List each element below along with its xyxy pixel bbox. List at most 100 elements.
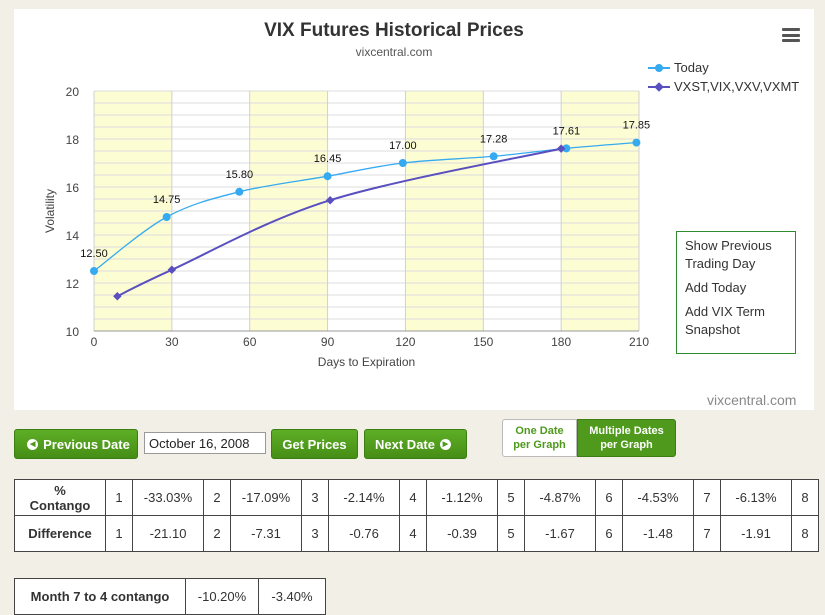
y-tick-label: 20 (66, 85, 80, 99)
option-line-2: Trading Day (685, 256, 756, 271)
month-7-to-4-value: -3.40% (258, 578, 326, 615)
data-point (489, 152, 498, 161)
difference-cell: -0.39 (426, 515, 498, 552)
month-7-to-4-row: Month 7 to 4 contango -10.20% -3.40% (14, 578, 326, 615)
data-label: 14.75 (153, 194, 181, 206)
contango-cell: -2.14% (328, 479, 400, 516)
one-date-line1: One Date (515, 425, 564, 437)
month-cell: 8 (791, 479, 819, 516)
watermark: vixcentral.com (707, 392, 797, 408)
difference-cell: -1.91 (720, 515, 792, 552)
legend-item-today[interactable]: Today (648, 58, 799, 77)
difference-cell: -0.76 (328, 515, 400, 552)
data-point (323, 172, 332, 181)
month-cell: 2 (203, 515, 231, 552)
series-line-0 (93, 141, 637, 272)
data-label: 15.80 (226, 169, 254, 181)
y-tick-label: 10 (66, 325, 80, 339)
chart-panel: VIX Futures Historical Prices vixcentral.… (14, 9, 814, 410)
y-tick-label: 12 (66, 277, 80, 291)
contango-table: % Contango 1 -33.03% 2 -17.09% 3 -2.14% … (14, 479, 819, 552)
multi-line1: Multiple Dates (589, 425, 664, 437)
row-label-line2: Contango (29, 497, 91, 513)
data-point (113, 291, 122, 301)
difference-cell: -7.31 (230, 515, 302, 552)
contango-row: % Contango 1 -33.03% 2 -17.09% 3 -2.14% … (14, 479, 819, 516)
contango-cell: -17.09% (230, 479, 302, 516)
y-tick-label: 16 (66, 181, 80, 195)
y-tick-label: 14 (66, 229, 80, 243)
difference-row: Difference 1 -21.10 2 -7.31 3 -0.76 4 -0… (14, 515, 819, 552)
row-label-difference: Difference (14, 515, 106, 552)
legend-swatch-term (648, 81, 670, 93)
one-date-per-graph-button[interactable]: One Date per Graph (502, 419, 577, 457)
contango-cell: -4.53% (622, 479, 694, 516)
one-date-line2: per Graph (513, 439, 566, 451)
data-point (398, 159, 407, 167)
graph-mode-toggle: One Date per Graph Multiple Dates per Grap… (502, 419, 676, 457)
data-label: 17.61 (553, 125, 581, 137)
data-label: 12.50 (80, 248, 108, 260)
contango-cell: -1.12% (426, 479, 498, 516)
contango-cell: -4.87% (524, 479, 596, 516)
legend-item-term[interactable]: VXST,VIX,VXV,VXMT (648, 77, 799, 96)
legend: Today VXST,VIX,VXV,VXMT (648, 58, 799, 96)
difference-cell: -1.48 (622, 515, 694, 552)
month-cell: 4 (399, 515, 427, 552)
circle-left-icon: ◀ (27, 438, 39, 450)
month-cell: 6 (595, 479, 623, 516)
data-point (632, 138, 641, 147)
chart-options-menu: Show Previous Trading Day Add Today Add … (676, 231, 796, 354)
multi-line2: per Graph (600, 439, 653, 451)
difference-cell: -1.67 (524, 515, 596, 552)
x-tick-label: 150 (473, 335, 493, 349)
month-cell: 1 (105, 479, 133, 516)
month-7-to-4-value: -10.20% (185, 578, 259, 615)
option-line-2: Snapshot (685, 322, 740, 337)
previous-date-label: Previous Date (43, 436, 130, 452)
month-cell: 5 (497, 479, 525, 516)
data-point (167, 265, 177, 275)
next-date-label: Next Date (375, 436, 435, 452)
multiple-dates-per-graph-button[interactable]: Multiple Dates per Graph (577, 419, 676, 457)
month-cell: 3 (301, 479, 329, 516)
contango-cell: -33.03% (132, 479, 204, 516)
month-cell: 6 (595, 515, 623, 552)
data-label: 17.85 (623, 120, 651, 132)
option-line-1: Show Previous (685, 238, 772, 253)
add-vix-term-snapshot-option[interactable]: Add VIX Term Snapshot (685, 303, 795, 339)
row-label-line1: % (54, 482, 66, 498)
data-point (325, 195, 335, 205)
x-tick-label: 90 (321, 335, 335, 349)
x-tick-label: 0 (91, 335, 98, 349)
option-line-1: Add VIX Term (685, 304, 765, 319)
contango-cell: -6.13% (720, 479, 792, 516)
next-date-button[interactable]: Next Date ▶ (364, 429, 467, 459)
data-point (235, 187, 244, 196)
data-point (562, 144, 571, 153)
month-7-to-4-table: Month 7 to 4 contango -10.20% -3.40% (14, 578, 326, 615)
month-7-to-4-label: Month 7 to 4 contango (14, 578, 186, 615)
x-tick-label: 120 (395, 335, 415, 349)
hamburger-icon[interactable] (782, 28, 800, 42)
month-cell: 2 (203, 479, 231, 516)
vix-chart: VIX Futures Historical Prices vixcentral.… (43, 20, 651, 369)
add-today-option[interactable]: Add Today (685, 280, 747, 295)
month-cell: 8 (791, 515, 819, 552)
data-point (162, 213, 171, 221)
legend-swatch-today (648, 62, 670, 74)
difference-cell: -21.10 (132, 515, 204, 552)
month-cell: 5 (497, 515, 525, 552)
x-tick-label: 60 (243, 335, 257, 349)
legend-label-today: Today (674, 60, 709, 75)
x-axis-label: Days to Expiration (318, 355, 415, 369)
show-previous-trading-day-option[interactable]: Show Previous Trading Day (685, 237, 795, 273)
x-tick-label: 210 (629, 335, 649, 349)
month-cell: 7 (693, 479, 721, 516)
date-input[interactable] (144, 432, 266, 454)
month-cell: 7 (693, 515, 721, 552)
circle-right-icon: ▶ (439, 438, 451, 450)
previous-date-button[interactable]: ◀ Previous Date (14, 429, 138, 459)
get-prices-button[interactable]: Get Prices (271, 429, 358, 459)
series-line-1 (116, 147, 562, 298)
